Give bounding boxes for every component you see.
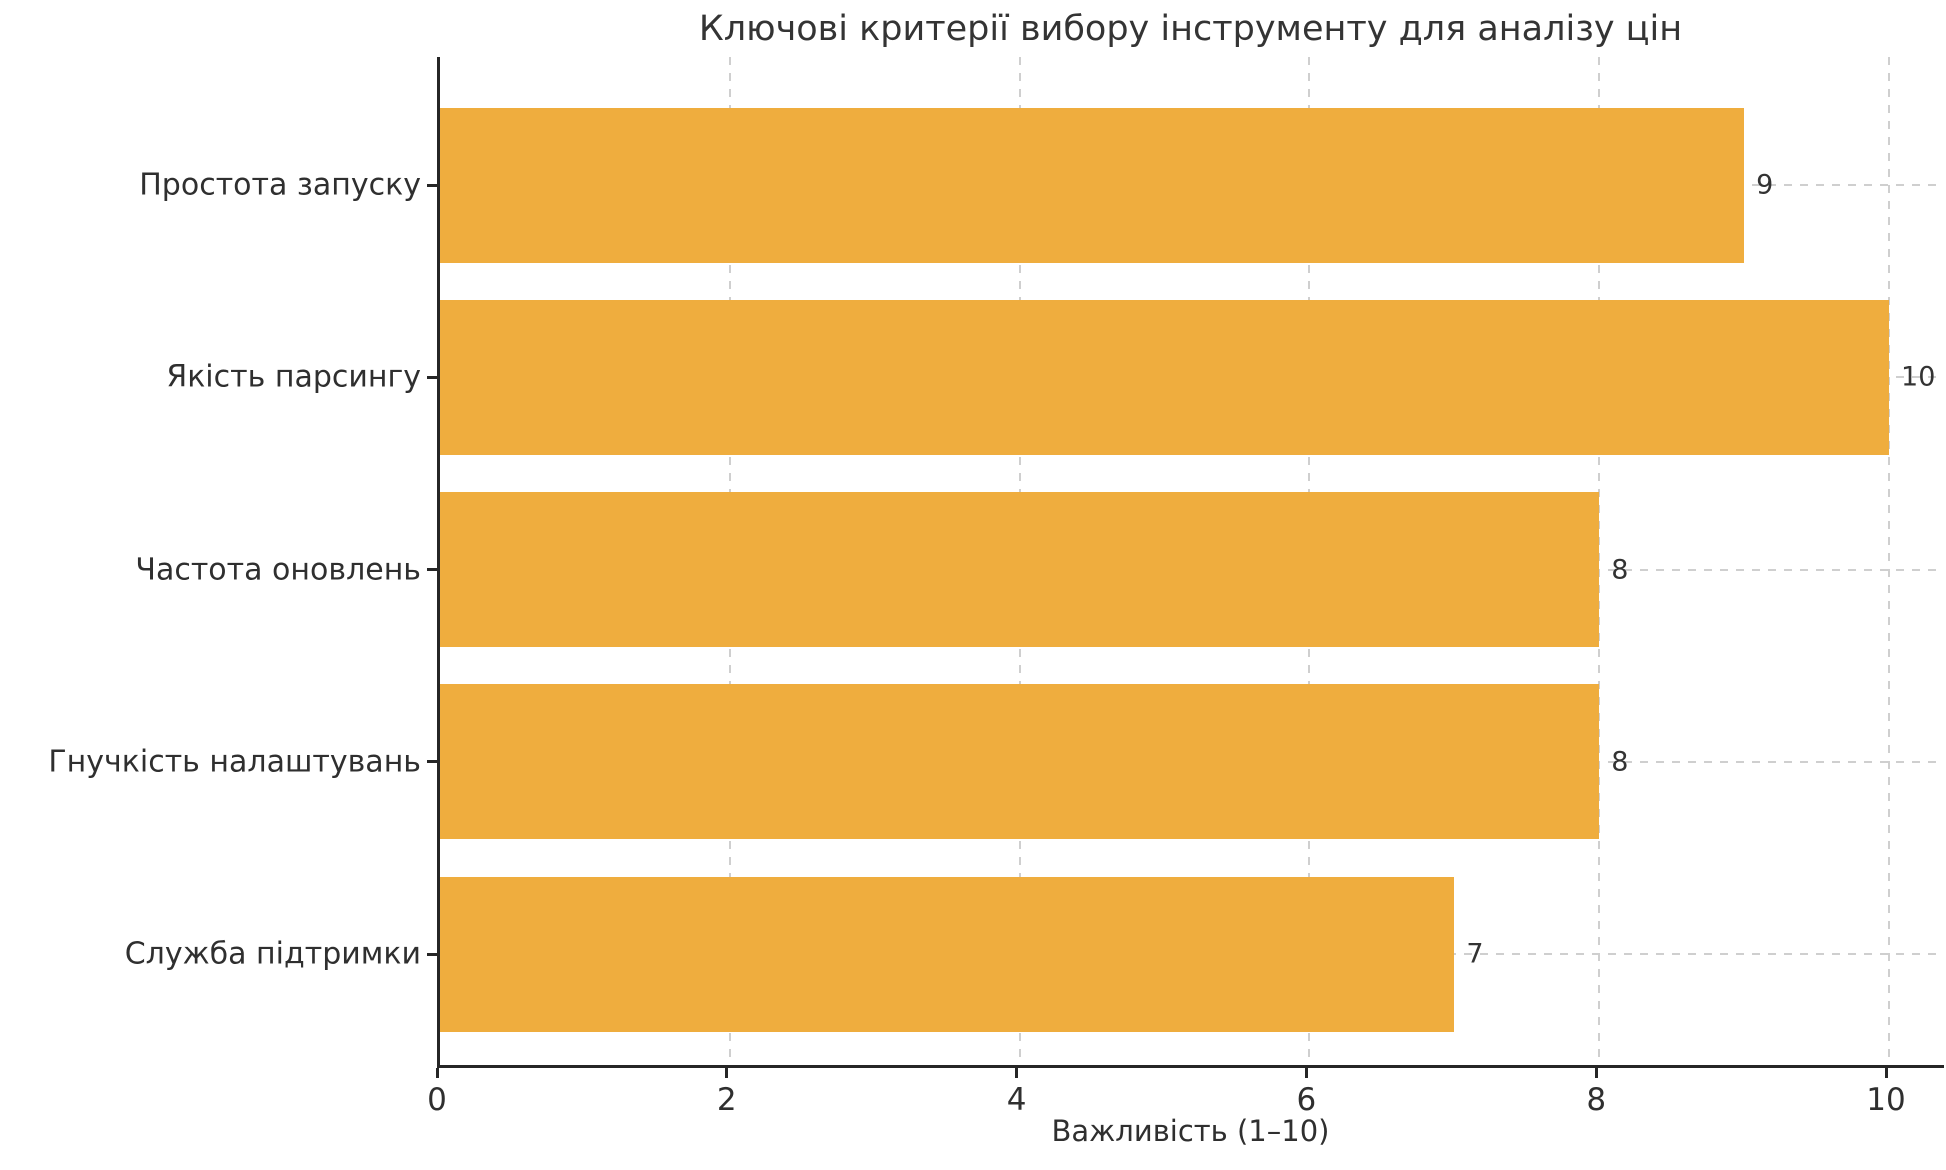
- plot-area: 9 10 8 8 7: [437, 57, 1944, 1068]
- x-tick-mark: [435, 1068, 439, 1078]
- x-tick-label: 0: [427, 1082, 447, 1118]
- bar: [440, 107, 1745, 263]
- y-tick-label: Служба підтримки: [124, 936, 421, 972]
- bar: [440, 492, 1600, 648]
- y-tick-label: Якість парсингу: [166, 359, 421, 395]
- x-tick-label: 10: [1866, 1082, 1906, 1118]
- bar-value-label: 8: [1611, 746, 1629, 778]
- x-tick-label: 8: [1586, 1082, 1607, 1118]
- y-tick-mark: [427, 952, 437, 956]
- y-tick-label: Частота оновлень: [135, 552, 421, 588]
- y-tick-mark: [427, 760, 437, 764]
- bar-value-label: 7: [1466, 938, 1484, 970]
- y-tick-label: Гнучкість налаштувань: [48, 744, 421, 780]
- x-tick-label: 4: [1006, 1082, 1027, 1118]
- x-tick-label: 2: [716, 1082, 737, 1118]
- y-tick-label: Простота запуску: [139, 167, 421, 203]
- bar-value-label: 9: [1756, 169, 1774, 201]
- bar: [440, 299, 1890, 455]
- x-tick-mark: [1015, 1068, 1019, 1078]
- x-axis-label: Важливість (1–10): [1051, 1114, 1330, 1148]
- x-tick-mark: [1884, 1068, 1888, 1078]
- y-tick-mark: [427, 183, 437, 187]
- x-tick-mark: [1594, 1068, 1598, 1078]
- gridline-vertical: [1888, 57, 1891, 1065]
- x-tick-label: 6: [1296, 1082, 1317, 1118]
- chart-title: Ключові критерії вибору інструменту для …: [698, 9, 1683, 49]
- y-tick-mark: [427, 568, 437, 572]
- y-tick-mark: [427, 375, 437, 379]
- bar: [440, 684, 1600, 840]
- gridline-vertical: [1598, 57, 1601, 1065]
- bar-value-label: 10: [1901, 361, 1936, 393]
- bar-value-label: 8: [1611, 554, 1629, 586]
- x-tick-mark: [1304, 1068, 1308, 1078]
- bar: [440, 876, 1455, 1032]
- x-tick-mark: [725, 1068, 729, 1078]
